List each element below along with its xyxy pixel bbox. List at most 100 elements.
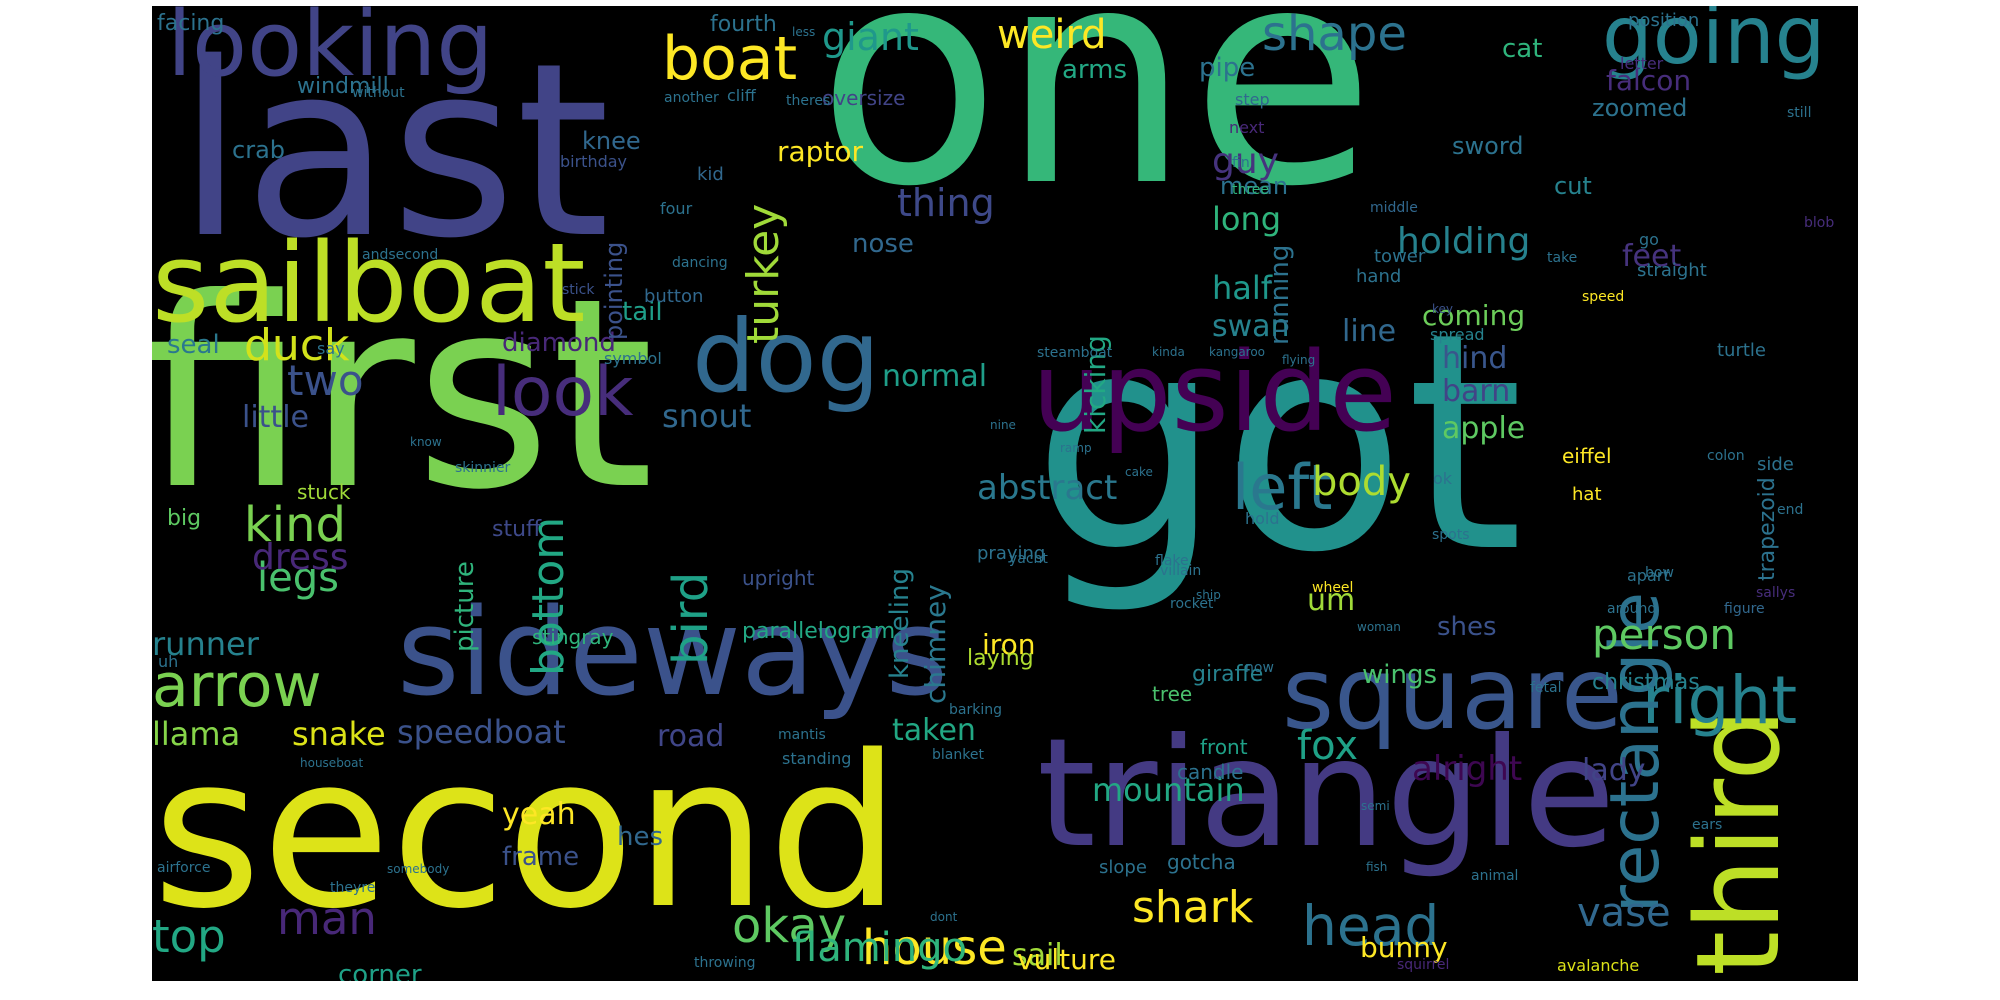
word-another: another xyxy=(664,90,719,106)
word-one: one xyxy=(817,6,1376,252)
word-stuck: stuck xyxy=(297,480,351,504)
word-running: running xyxy=(1265,244,1295,346)
word-iron: iron xyxy=(982,628,1036,661)
word-hand: hand xyxy=(1356,266,1402,287)
word-feet: feet xyxy=(1622,239,1682,274)
word-uh: uh xyxy=(158,652,179,671)
word-person: person xyxy=(1592,610,1736,659)
word-mantis: mantis xyxy=(778,727,826,743)
word-skinnier: skinnier xyxy=(455,460,511,476)
word-theres: theres xyxy=(786,93,831,109)
word-vulture: vulture xyxy=(1017,943,1116,976)
word-third: third xyxy=(1672,707,1806,976)
word-semi: semi xyxy=(1361,799,1390,813)
word-facing: facing xyxy=(157,11,225,36)
word-yacht: yacht xyxy=(1009,551,1048,567)
word-airforce: airforce xyxy=(157,860,211,876)
word-kangaroo: kangaroo xyxy=(1209,345,1266,359)
word-theyre: theyre xyxy=(330,880,376,896)
word-pointing: pointing xyxy=(600,241,628,341)
word-abstract: abstract xyxy=(977,468,1118,508)
word-yeah: yeah xyxy=(502,797,576,832)
word-alright: alright xyxy=(1412,749,1523,789)
word-normal: normal xyxy=(882,359,988,394)
word-crab: crab xyxy=(232,136,286,164)
word-sideways: sideways xyxy=(397,584,949,723)
word-four: four xyxy=(660,199,693,218)
word-gotcha: gotcha xyxy=(1167,850,1236,874)
word-apart: apart xyxy=(1627,566,1670,585)
word-square: square xyxy=(1282,635,1623,752)
word-diamond: diamond xyxy=(502,328,616,358)
word-nose: nose xyxy=(852,229,914,259)
word-parallelogram: parallelogram xyxy=(742,619,896,644)
word-somebody: somebody xyxy=(387,862,450,876)
word-long: long xyxy=(1212,200,1282,238)
word-top: top xyxy=(152,910,226,963)
word-mean: mean xyxy=(1220,172,1289,200)
word-falcon: falcon xyxy=(1606,64,1692,97)
word-ramp: ramp xyxy=(1060,441,1092,455)
word-without: without xyxy=(352,85,405,101)
word-barn: barn xyxy=(1442,374,1511,409)
word-squirrel: squirrel xyxy=(1397,957,1450,973)
word-sail: sail xyxy=(1012,938,1063,973)
word-left: left xyxy=(1232,451,1333,524)
word-next: next xyxy=(1229,118,1265,137)
word-tail: tail xyxy=(622,297,663,327)
word-dog: dog xyxy=(692,298,881,415)
word-snout: snout xyxy=(662,397,752,435)
word-cloud: one first got last second triangle upside sidew… xyxy=(152,6,1858,981)
word-hat: hat xyxy=(1572,484,1602,505)
word-half: half xyxy=(1212,269,1273,307)
word-spread: spread xyxy=(1430,325,1485,344)
word-fourth: fourth xyxy=(710,12,777,37)
word-knee: knee xyxy=(582,127,641,155)
word-letter: letter xyxy=(1620,54,1664,73)
word-kid: kid xyxy=(697,164,724,185)
word-shes: shes xyxy=(1437,612,1497,642)
word-two: two xyxy=(287,356,364,405)
word-going: going xyxy=(1602,6,1826,82)
word-giraffe: giraffe xyxy=(1192,662,1264,687)
word-wheel: wheel xyxy=(1312,580,1354,596)
word-first: first xyxy=(152,242,654,547)
word-right: right xyxy=(1642,662,1798,739)
word-step: step xyxy=(1235,90,1270,109)
word-raptor: raptor xyxy=(777,135,864,168)
word-blanket: blanket xyxy=(932,747,984,763)
word-cliff: cliff xyxy=(727,86,756,105)
word-say: say xyxy=(317,339,345,358)
word-flying: flying xyxy=(1282,353,1316,367)
word-button: button xyxy=(644,286,704,307)
word-birthday: birthday xyxy=(560,152,628,171)
word-front: front xyxy=(1200,735,1248,759)
word-holding: holding xyxy=(1397,221,1531,262)
word-snake: snake xyxy=(292,715,386,753)
word-shape: shape xyxy=(1262,6,1407,62)
word-line: line xyxy=(1342,314,1397,349)
word-turtle: turtle xyxy=(1717,340,1766,361)
word-slope: slope xyxy=(1099,857,1147,878)
word-corner: corner xyxy=(338,960,422,981)
word-head: head xyxy=(1302,894,1440,958)
word-cut: cut xyxy=(1554,172,1592,200)
word-look: look xyxy=(492,353,634,432)
word-speedboat: speedboat xyxy=(397,713,566,751)
word-key: key xyxy=(1432,302,1454,316)
word-middle: middle xyxy=(1370,200,1418,216)
word-guy: guy xyxy=(1212,141,1279,182)
word-barking: barking xyxy=(949,702,1002,718)
word-ship: ship xyxy=(1196,588,1221,602)
word-boat: boat xyxy=(662,24,798,94)
word-duck: duck xyxy=(244,320,350,371)
word-got: got xyxy=(1032,269,1524,618)
word-side: side xyxy=(1757,454,1794,475)
word-bird: bird xyxy=(663,572,719,666)
word-windmill: windmill xyxy=(297,74,389,99)
word-speed: speed xyxy=(1582,289,1625,305)
word-seal: seal xyxy=(167,330,220,360)
word-hold: hold xyxy=(1245,509,1280,528)
word-looking: looking xyxy=(167,6,494,97)
word-llama: llama xyxy=(152,715,241,753)
